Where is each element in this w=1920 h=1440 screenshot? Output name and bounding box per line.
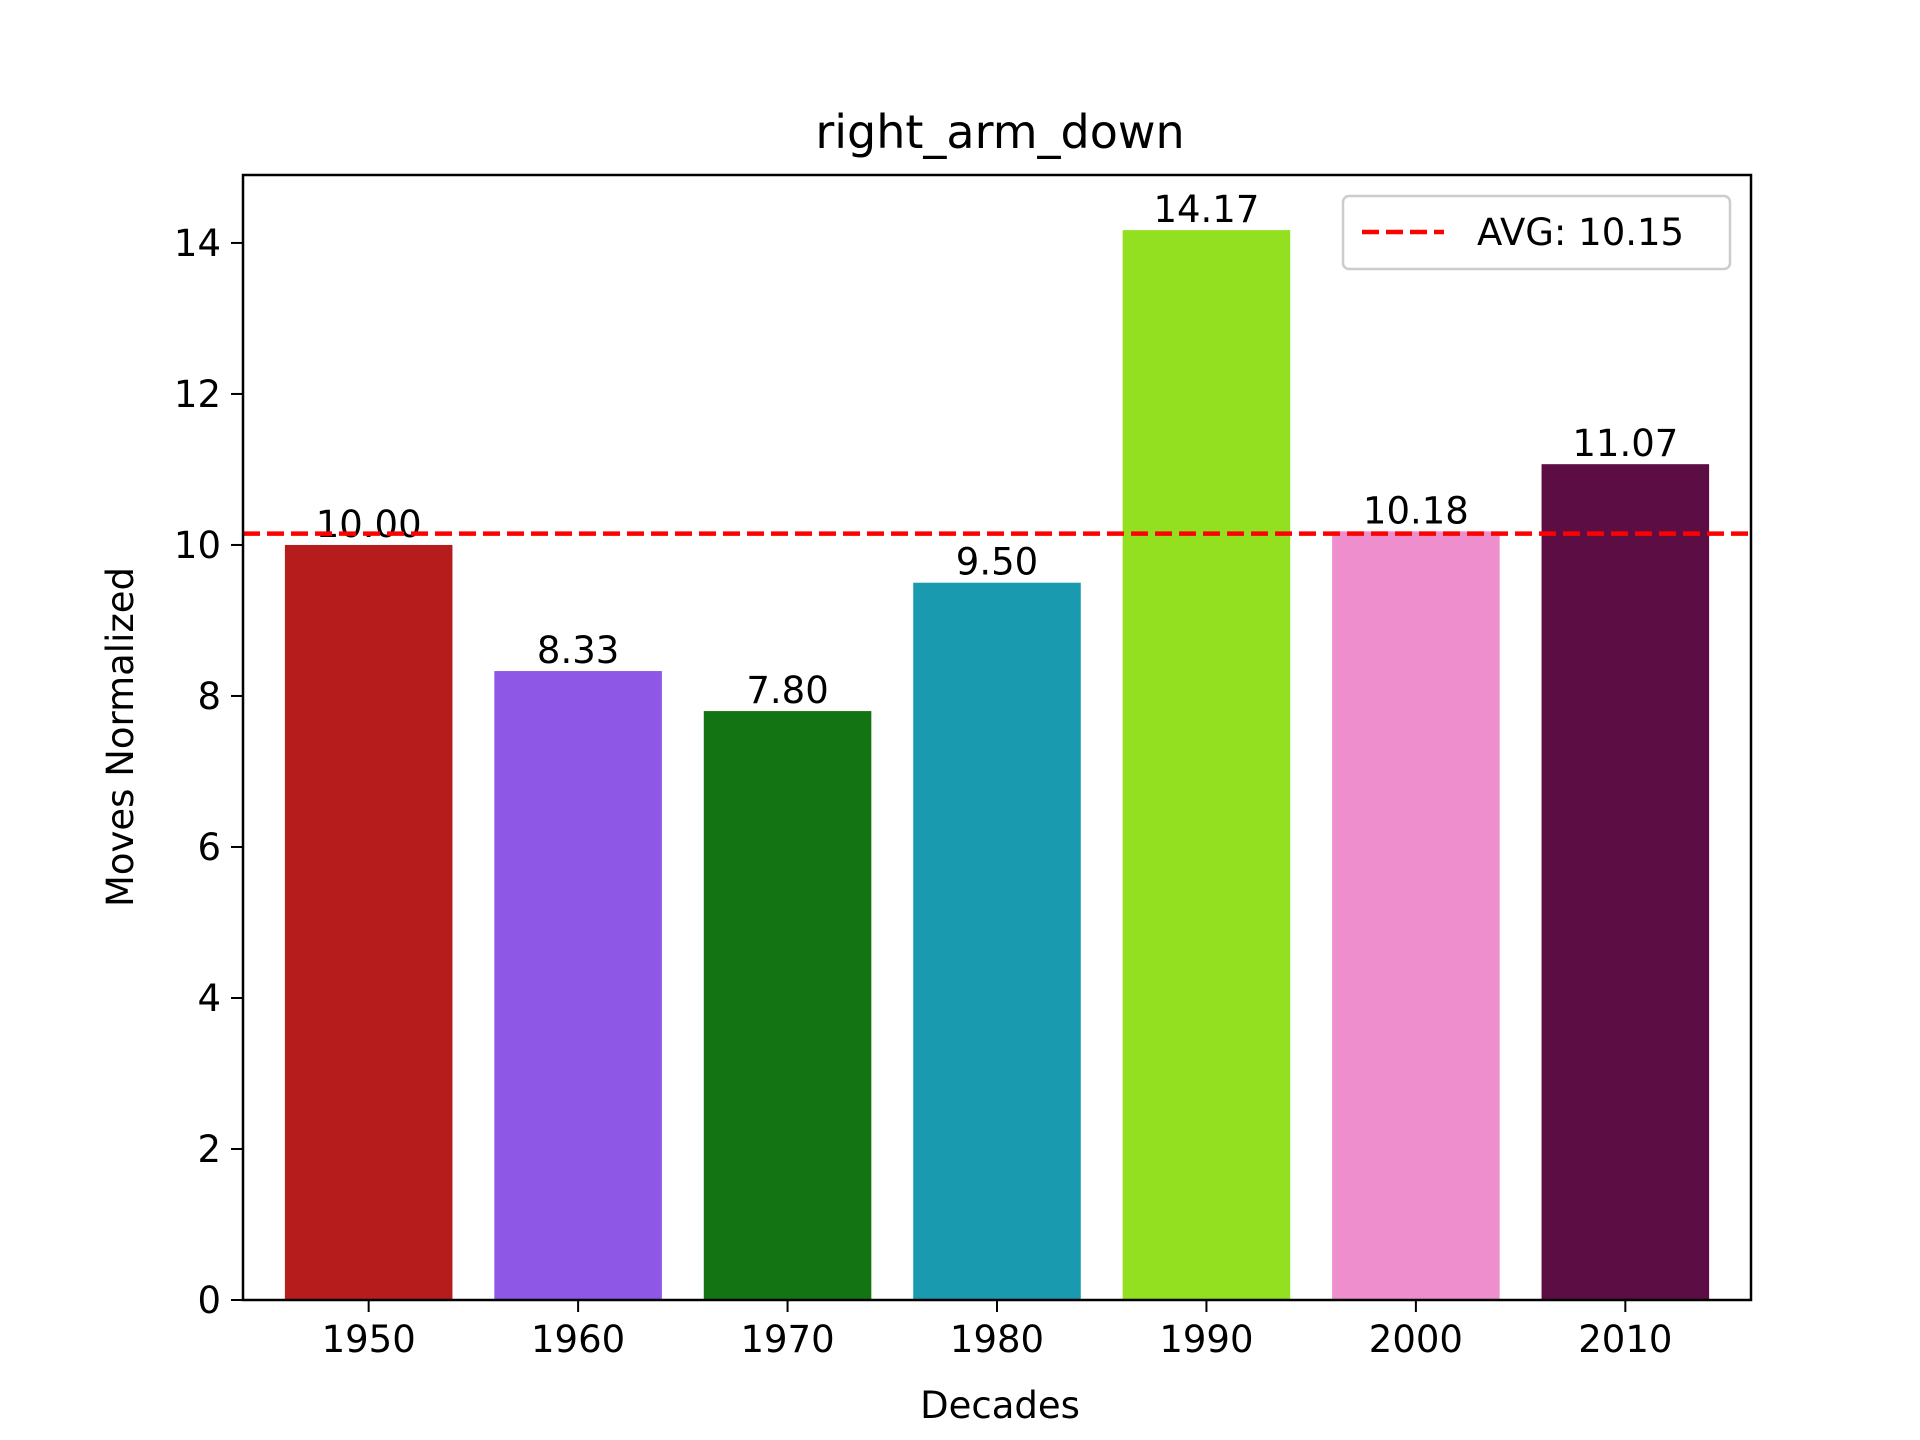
y-tick-label-12: 12: [174, 373, 221, 416]
legend-box: [1341, 194, 1732, 271]
legend: AVG: 10.15: [1341, 194, 1732, 271]
x-tick-label-1950: 1950: [322, 1318, 416, 1361]
bar-2010: [1541, 464, 1710, 1300]
bar-1970: [703, 711, 872, 1300]
bar-1960: [494, 671, 662, 1300]
y-tick-label-6: 6: [197, 826, 221, 869]
bar-value-label-1960: 8.33: [537, 629, 619, 672]
x-tick-label-1970: 1970: [740, 1318, 834, 1361]
bar-2000: [1332, 531, 1500, 1300]
bar-value-label-1980: 9.50: [956, 541, 1038, 584]
y-tick-label-10: 10: [174, 524, 221, 567]
bar-value-label-1990: 14.17: [1153, 188, 1259, 231]
x-tick-label-1960: 1960: [531, 1318, 625, 1361]
x-axis-label: Decades: [920, 1384, 1080, 1427]
x-axis-ticks: 1950 1960 1970 1980 1990 2000 2010: [322, 1300, 1672, 1361]
y-axis-label: Moves Normalized: [99, 567, 142, 907]
chart-title: right_arm_down: [815, 105, 1184, 159]
y-tick-label-2: 2: [197, 1128, 221, 1171]
bar-value-label-1950: 10.00: [316, 503, 422, 546]
x-tick-label-2000: 2000: [1369, 1318, 1463, 1361]
y-tick-label-4: 4: [197, 977, 221, 1020]
x-tick-label-1990: 1990: [1159, 1318, 1253, 1361]
bar-value-label-1970: 7.80: [746, 669, 828, 712]
bar-1980: [913, 582, 1081, 1300]
bars-group: [284, 230, 1710, 1301]
y-tick-label-0: 0: [197, 1279, 221, 1322]
legend-label: AVG: 10.15: [1477, 211, 1684, 254]
y-tick-label-14: 14: [174, 222, 221, 265]
bar-value-label-2010: 11.07: [1572, 422, 1678, 465]
y-tick-label-8: 8: [197, 675, 221, 718]
x-tick-label-2010: 2010: [1578, 1318, 1672, 1361]
bar-1990: [1122, 230, 1291, 1301]
y-axis-ticks: 0 2 4 6 8 10 12 14: [174, 222, 243, 1322]
x-tick-label-1980: 1980: [950, 1318, 1044, 1361]
bar-labels-group: 10.00 8.33 7.80 9.50 14.17 10.18 11.07: [316, 188, 1679, 712]
bar-1950: [284, 544, 453, 1300]
bar-value-label-2000: 10.18: [1363, 489, 1469, 532]
